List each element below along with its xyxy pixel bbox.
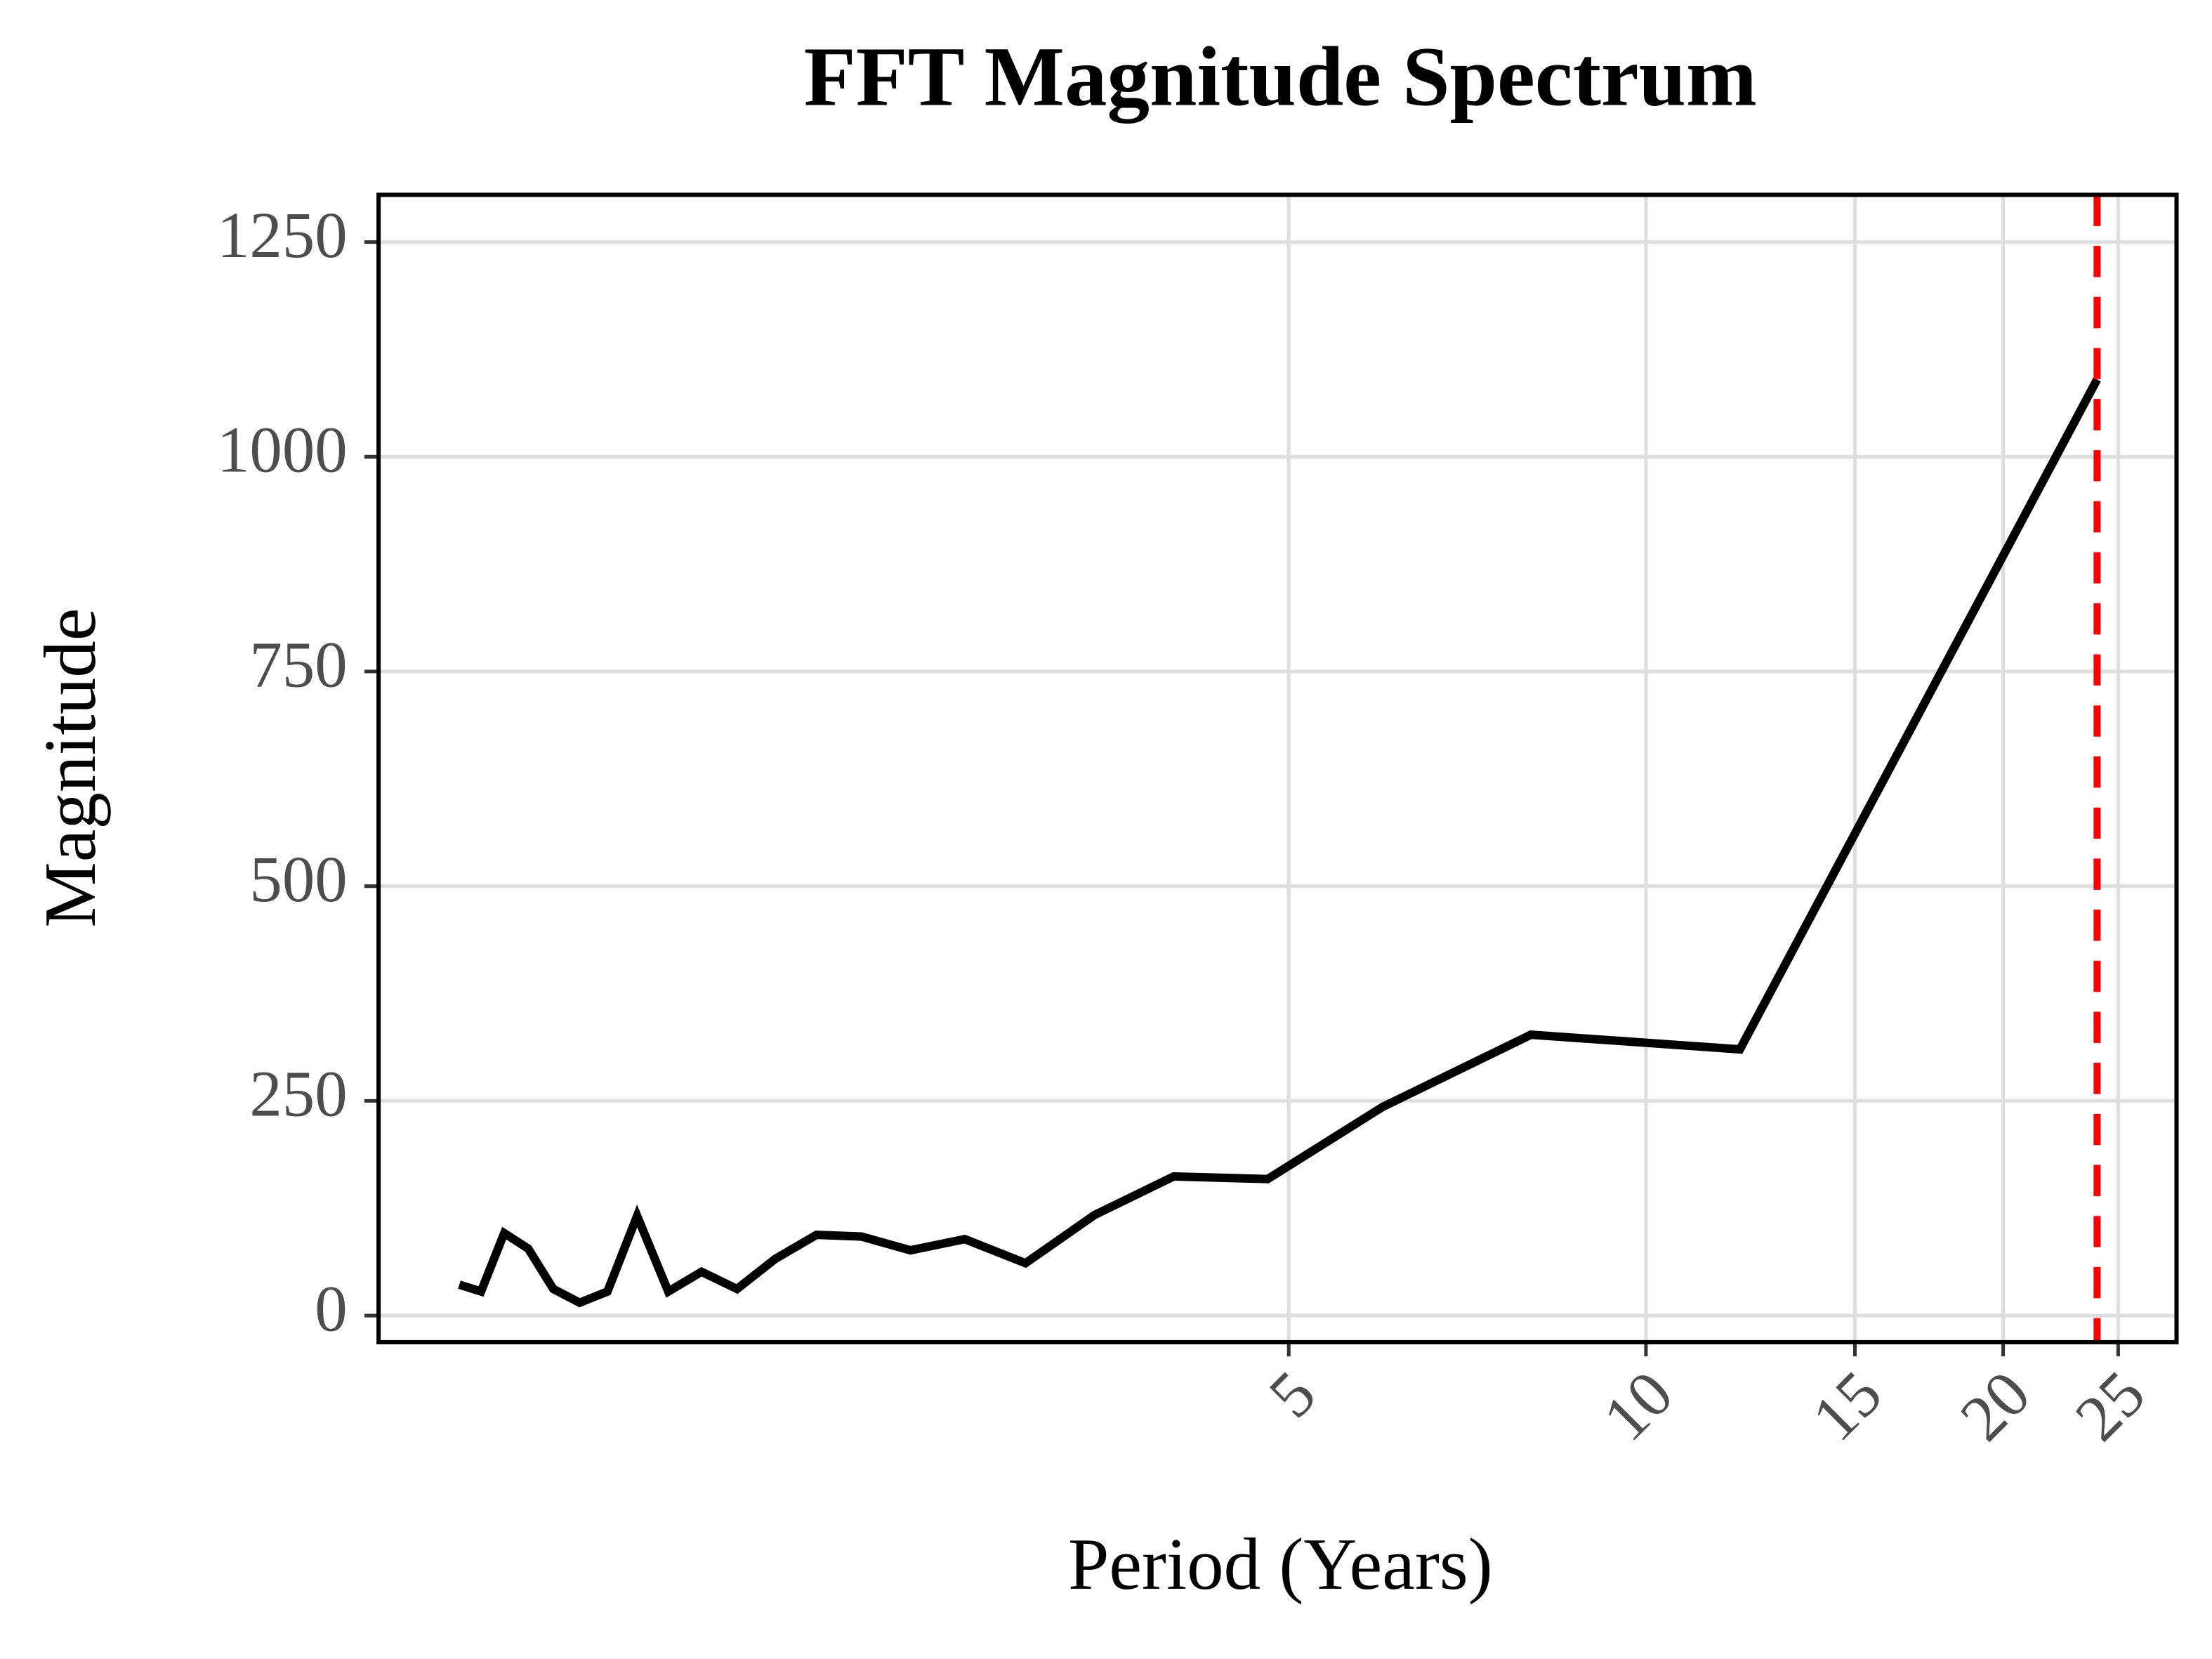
y-tick-label: 0	[315, 1273, 347, 1345]
panel-border	[376, 192, 2179, 1344]
x-tick-label: 5	[1256, 1358, 1330, 1432]
x-tick-label: 15	[1798, 1358, 1896, 1455]
y-tick-label: 750	[249, 629, 347, 701]
y-tick-label: 1250	[217, 199, 348, 272]
x-tick-label: 10	[1590, 1358, 1687, 1455]
y-tick-label: 500	[249, 844, 347, 916]
y-tick-label: 1000	[217, 414, 348, 487]
x-tick-label: 20	[1947, 1358, 2044, 1455]
x-axis-label: Period (Years)	[1068, 1523, 1493, 1605]
y-tick-label: 250	[249, 1058, 347, 1131]
data-line	[458, 377, 2101, 1308]
y-axis-label: Magnitude	[29, 608, 111, 928]
x-tick-label: 25	[2062, 1358, 2159, 1455]
chart-title: FFT Magnitude Spectrum	[804, 30, 1757, 124]
